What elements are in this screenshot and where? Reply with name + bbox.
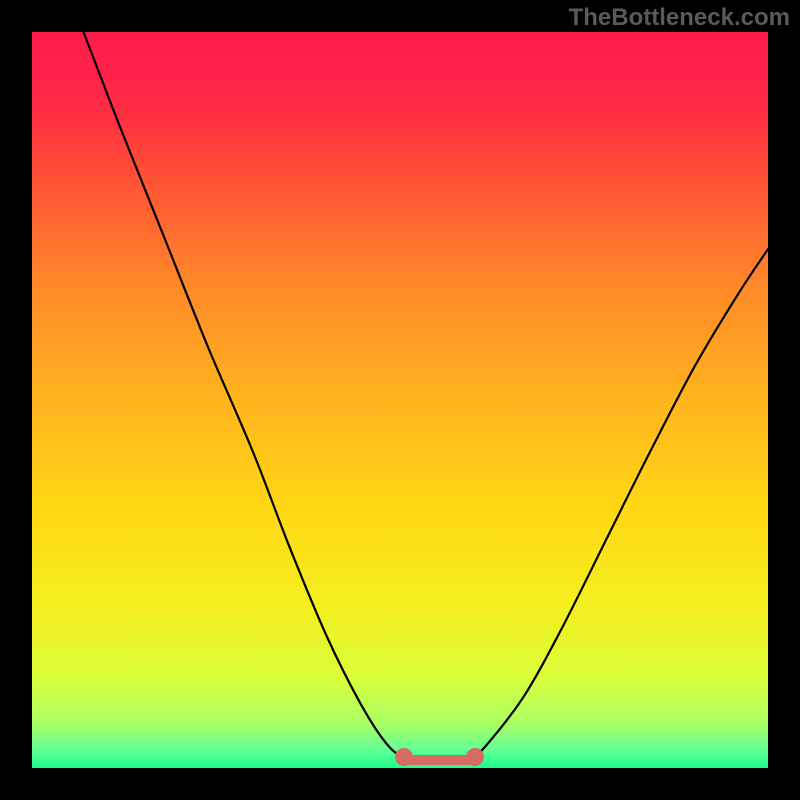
watermark-text: TheBottleneck.com <box>569 4 790 32</box>
optimal-range-marker <box>32 32 768 768</box>
marker-cap-right <box>466 748 484 766</box>
marker-bar <box>404 755 475 765</box>
plot-area <box>32 32 768 768</box>
chart-canvas: TheBottleneck.com <box>0 0 800 800</box>
